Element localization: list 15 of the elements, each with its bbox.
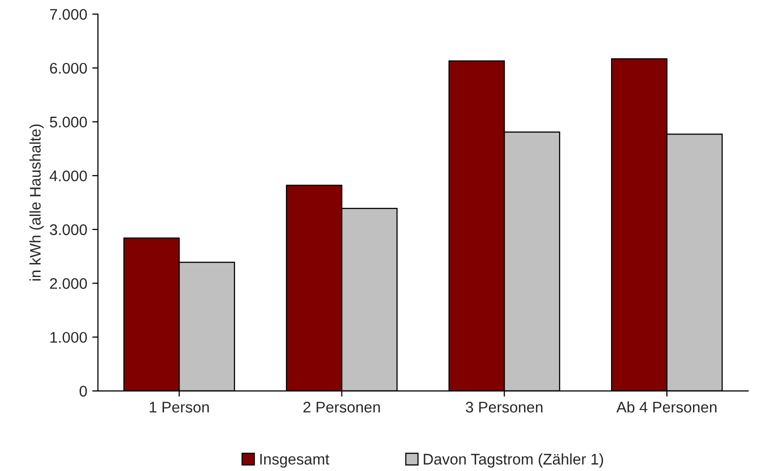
x-tick-label: Ab 4 Personen (616, 401, 716, 413)
legend-label: Insgesamt (260, 454, 330, 468)
y-tick-label: 7.000 (50, 9, 87, 20)
x-tick-label: 3 Personen (466, 402, 542, 413)
y-axis-title: in kWh (alle Haushalte) (29, 124, 44, 280)
x-tick-label: 2 Personen (303, 402, 380, 413)
y-tick-label: 3.000 (50, 224, 87, 236)
y-tick-label: 5.000 (50, 116, 87, 128)
y-tick-label: 4.000 (50, 170, 87, 182)
y-tick-label: 1.000 (50, 332, 87, 343)
legend-label: Davon Tagstrom (Zähler 1) (424, 453, 604, 468)
x-tick-label: 1 Person (150, 402, 209, 413)
y-tick-label: 0 (80, 386, 87, 397)
y-tick-label: 2.000 (50, 278, 87, 289)
y-tick-label: 6.000 (50, 62, 87, 74)
